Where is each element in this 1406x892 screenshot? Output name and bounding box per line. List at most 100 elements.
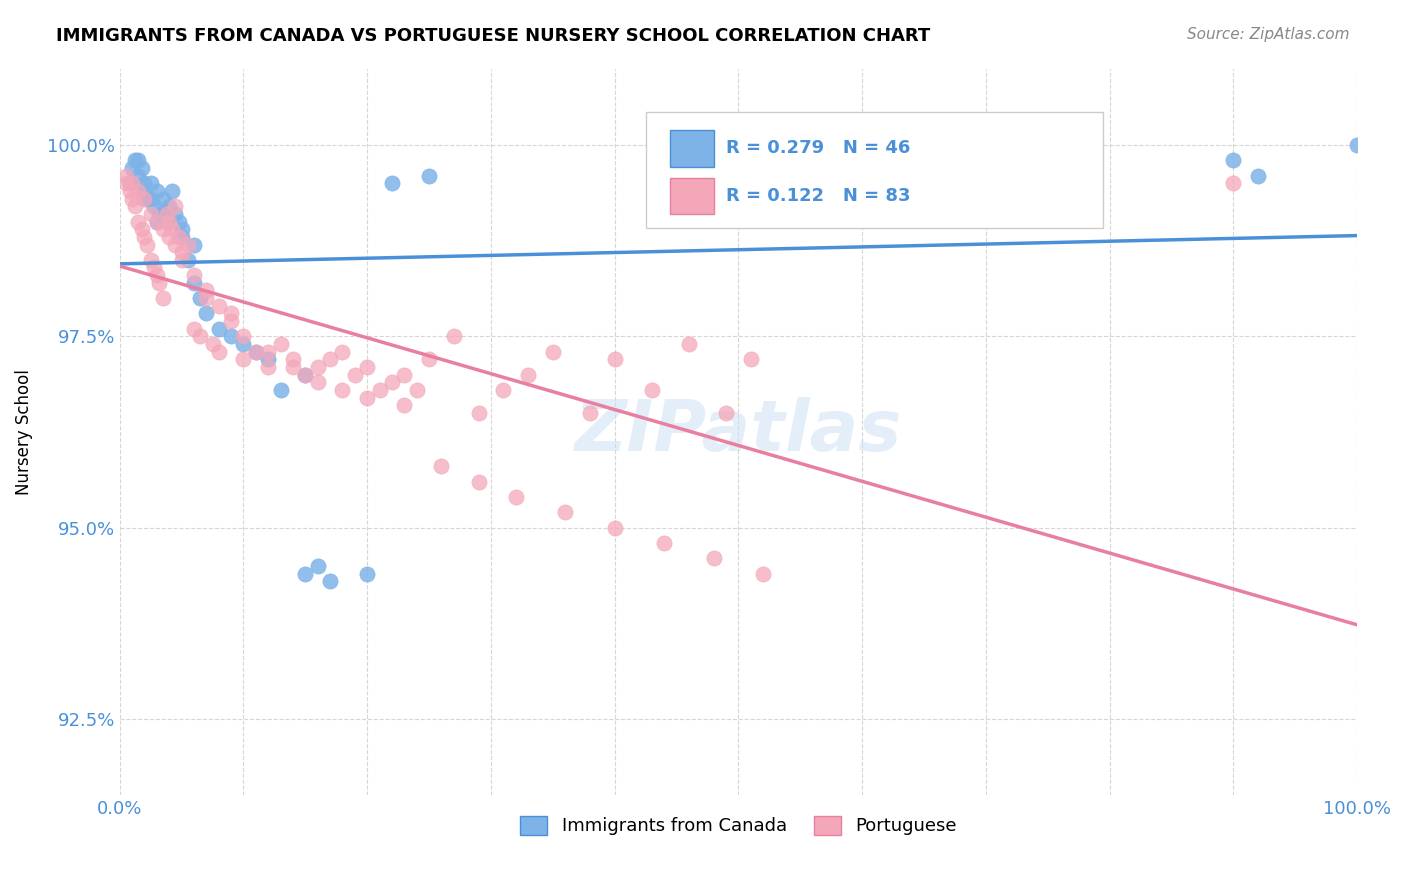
FancyBboxPatch shape xyxy=(645,112,1104,228)
Point xyxy=(124,199,146,213)
Point xyxy=(157,199,180,213)
Point xyxy=(1222,176,1244,190)
Point xyxy=(183,276,205,290)
Point xyxy=(394,368,416,382)
Point xyxy=(188,291,211,305)
Point xyxy=(1346,138,1368,153)
Point xyxy=(307,558,329,573)
Point xyxy=(134,176,156,190)
Point xyxy=(183,237,205,252)
Point xyxy=(156,207,179,221)
Point xyxy=(208,299,231,313)
Point xyxy=(219,329,242,343)
Point xyxy=(157,230,180,244)
Point xyxy=(652,536,675,550)
Text: IMMIGRANTS FROM CANADA VS PORTUGUESE NURSERY SCHOOL CORRELATION CHART: IMMIGRANTS FROM CANADA VS PORTUGUESE NUR… xyxy=(56,27,931,45)
Point xyxy=(136,192,159,206)
Point xyxy=(127,214,149,228)
Point xyxy=(188,329,211,343)
Point xyxy=(127,169,149,183)
Point xyxy=(492,383,515,397)
Point xyxy=(170,222,193,236)
Point xyxy=(121,192,143,206)
Point xyxy=(152,291,174,305)
Point xyxy=(219,306,242,320)
Point xyxy=(356,359,378,374)
Point xyxy=(740,352,762,367)
Point xyxy=(270,337,292,351)
Point xyxy=(467,475,489,489)
Point xyxy=(381,176,404,190)
Point xyxy=(118,184,141,198)
Bar xyxy=(671,178,714,214)
Point xyxy=(541,344,564,359)
Point xyxy=(294,566,316,581)
Point xyxy=(146,268,169,282)
Point xyxy=(167,230,190,244)
Point xyxy=(121,161,143,175)
Point xyxy=(714,406,737,420)
Point xyxy=(232,352,254,367)
Point xyxy=(703,551,725,566)
Y-axis label: Nursery School: Nursery School xyxy=(15,369,32,495)
Point xyxy=(245,344,267,359)
Point xyxy=(115,176,138,190)
Point xyxy=(1222,153,1244,168)
Point xyxy=(307,376,329,390)
Point xyxy=(146,214,169,228)
Point xyxy=(115,169,138,183)
Point xyxy=(134,184,156,198)
Point xyxy=(139,252,162,267)
Point xyxy=(294,368,316,382)
Point xyxy=(294,368,316,382)
Point xyxy=(165,237,187,252)
Point xyxy=(157,214,180,228)
Point xyxy=(505,490,527,504)
Point xyxy=(127,184,149,198)
Point xyxy=(443,329,465,343)
Point xyxy=(381,376,404,390)
Point xyxy=(165,207,187,221)
Point xyxy=(183,268,205,282)
Point xyxy=(139,207,162,221)
Point xyxy=(131,222,153,236)
Text: Source: ZipAtlas.com: Source: ZipAtlas.com xyxy=(1187,27,1350,42)
Point xyxy=(201,337,224,351)
Point xyxy=(177,252,200,267)
Point xyxy=(257,352,280,367)
Point xyxy=(157,214,180,228)
Point xyxy=(368,383,391,397)
Point xyxy=(118,176,141,190)
Point xyxy=(170,252,193,267)
Point xyxy=(270,383,292,397)
Point xyxy=(139,176,162,190)
Point xyxy=(148,207,170,221)
Point xyxy=(603,520,626,534)
Point xyxy=(1247,169,1270,183)
Point xyxy=(232,337,254,351)
Point xyxy=(152,192,174,206)
Point xyxy=(319,352,342,367)
Point xyxy=(152,222,174,236)
Point xyxy=(219,314,242,328)
Point xyxy=(517,368,540,382)
Point xyxy=(139,192,162,206)
Point xyxy=(405,383,427,397)
Point xyxy=(121,176,143,190)
Point xyxy=(752,566,775,581)
Point xyxy=(165,199,187,213)
Point xyxy=(208,321,231,335)
Point xyxy=(603,352,626,367)
Point xyxy=(156,214,179,228)
Point xyxy=(131,161,153,175)
Point xyxy=(195,291,218,305)
Point xyxy=(281,352,304,367)
Point xyxy=(195,306,218,320)
Point xyxy=(170,245,193,260)
Point xyxy=(356,566,378,581)
Point xyxy=(160,184,183,198)
Bar xyxy=(671,130,714,167)
Point xyxy=(343,368,366,382)
Point xyxy=(160,222,183,236)
Point xyxy=(678,337,700,351)
